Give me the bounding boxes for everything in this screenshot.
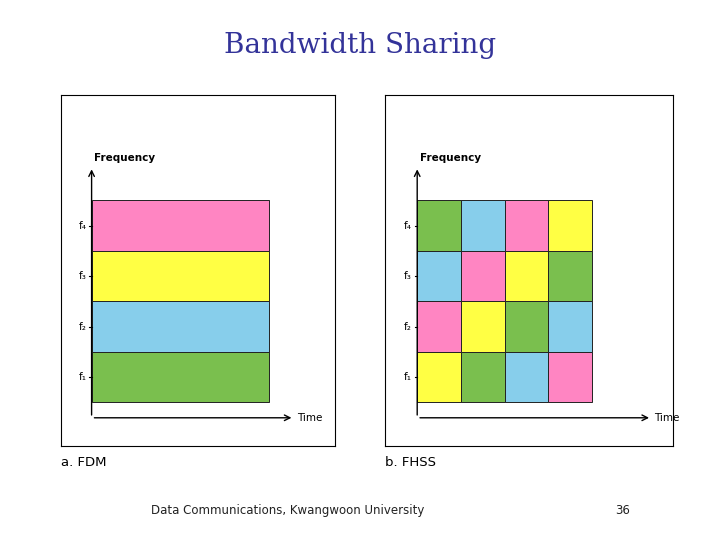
- Bar: [549, 251, 592, 301]
- Bar: [417, 251, 461, 301]
- Bar: [549, 200, 592, 251]
- Text: f₂: f₂: [404, 322, 412, 332]
- Bar: [91, 251, 269, 301]
- Text: Time: Time: [297, 413, 322, 423]
- Text: f₄: f₄: [78, 221, 86, 231]
- Bar: [417, 352, 461, 402]
- Text: f₄: f₄: [404, 221, 412, 231]
- Text: 36: 36: [616, 504, 630, 517]
- Bar: [549, 352, 592, 402]
- Bar: [91, 301, 269, 352]
- Bar: [417, 200, 461, 251]
- Bar: [505, 200, 549, 251]
- Text: Frequency: Frequency: [420, 153, 481, 164]
- Text: Bandwidth Sharing: Bandwidth Sharing: [224, 32, 496, 59]
- Text: Frequency: Frequency: [94, 153, 156, 164]
- Bar: [91, 352, 269, 402]
- Text: f₂: f₂: [78, 322, 86, 332]
- Text: Data Communications, Kwangwoon University: Data Communications, Kwangwoon Universit…: [151, 504, 425, 517]
- Bar: [505, 251, 549, 301]
- Bar: [505, 301, 549, 352]
- Bar: [549, 301, 592, 352]
- Bar: [505, 352, 549, 402]
- Text: f₁: f₁: [404, 372, 412, 382]
- Text: b. FHSS: b. FHSS: [385, 456, 436, 469]
- Bar: [91, 200, 269, 251]
- Text: Time: Time: [654, 413, 680, 423]
- Text: f₁: f₁: [78, 372, 86, 382]
- Bar: [461, 301, 505, 352]
- Text: f₃: f₃: [78, 271, 86, 281]
- Text: a. FDM: a. FDM: [61, 456, 107, 469]
- Bar: [417, 301, 461, 352]
- Bar: [461, 200, 505, 251]
- Bar: [461, 251, 505, 301]
- Text: f₃: f₃: [404, 271, 412, 281]
- Bar: [461, 352, 505, 402]
